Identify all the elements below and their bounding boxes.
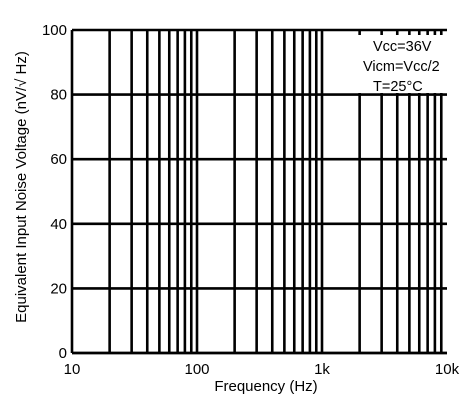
annotation-vcc: Vcc=36V xyxy=(373,39,432,55)
y-tick-label: 0 xyxy=(59,345,67,362)
y-tick-label: 40 xyxy=(50,216,67,233)
x-tick-label: 1k xyxy=(314,361,330,378)
x-tick-labels: 10 100 1k 10k xyxy=(64,361,460,378)
y-axis-label: Equivalent Input Noise Voltage (nV/√ Hz) xyxy=(13,51,30,323)
annotation-vicm: Vicm=Vcc/2 xyxy=(363,59,440,75)
y-tick-label: 60 xyxy=(50,151,67,168)
x-tick-label: 10 xyxy=(64,361,81,378)
y-tick-label: 100 xyxy=(42,22,67,39)
annotation-background xyxy=(355,35,473,93)
x-axis-label: Frequency (Hz) xyxy=(214,378,317,395)
y-tick-label: 20 xyxy=(50,280,67,297)
annotation-temperature: T=25°C xyxy=(373,79,423,95)
y-tick-label: 80 xyxy=(50,87,67,104)
y-tick-labels: 0 20 40 60 80 100 xyxy=(42,22,67,362)
x-tick-label: 10k xyxy=(435,361,460,378)
grid-lines xyxy=(70,28,447,355)
x-tick-label: 100 xyxy=(184,361,209,378)
